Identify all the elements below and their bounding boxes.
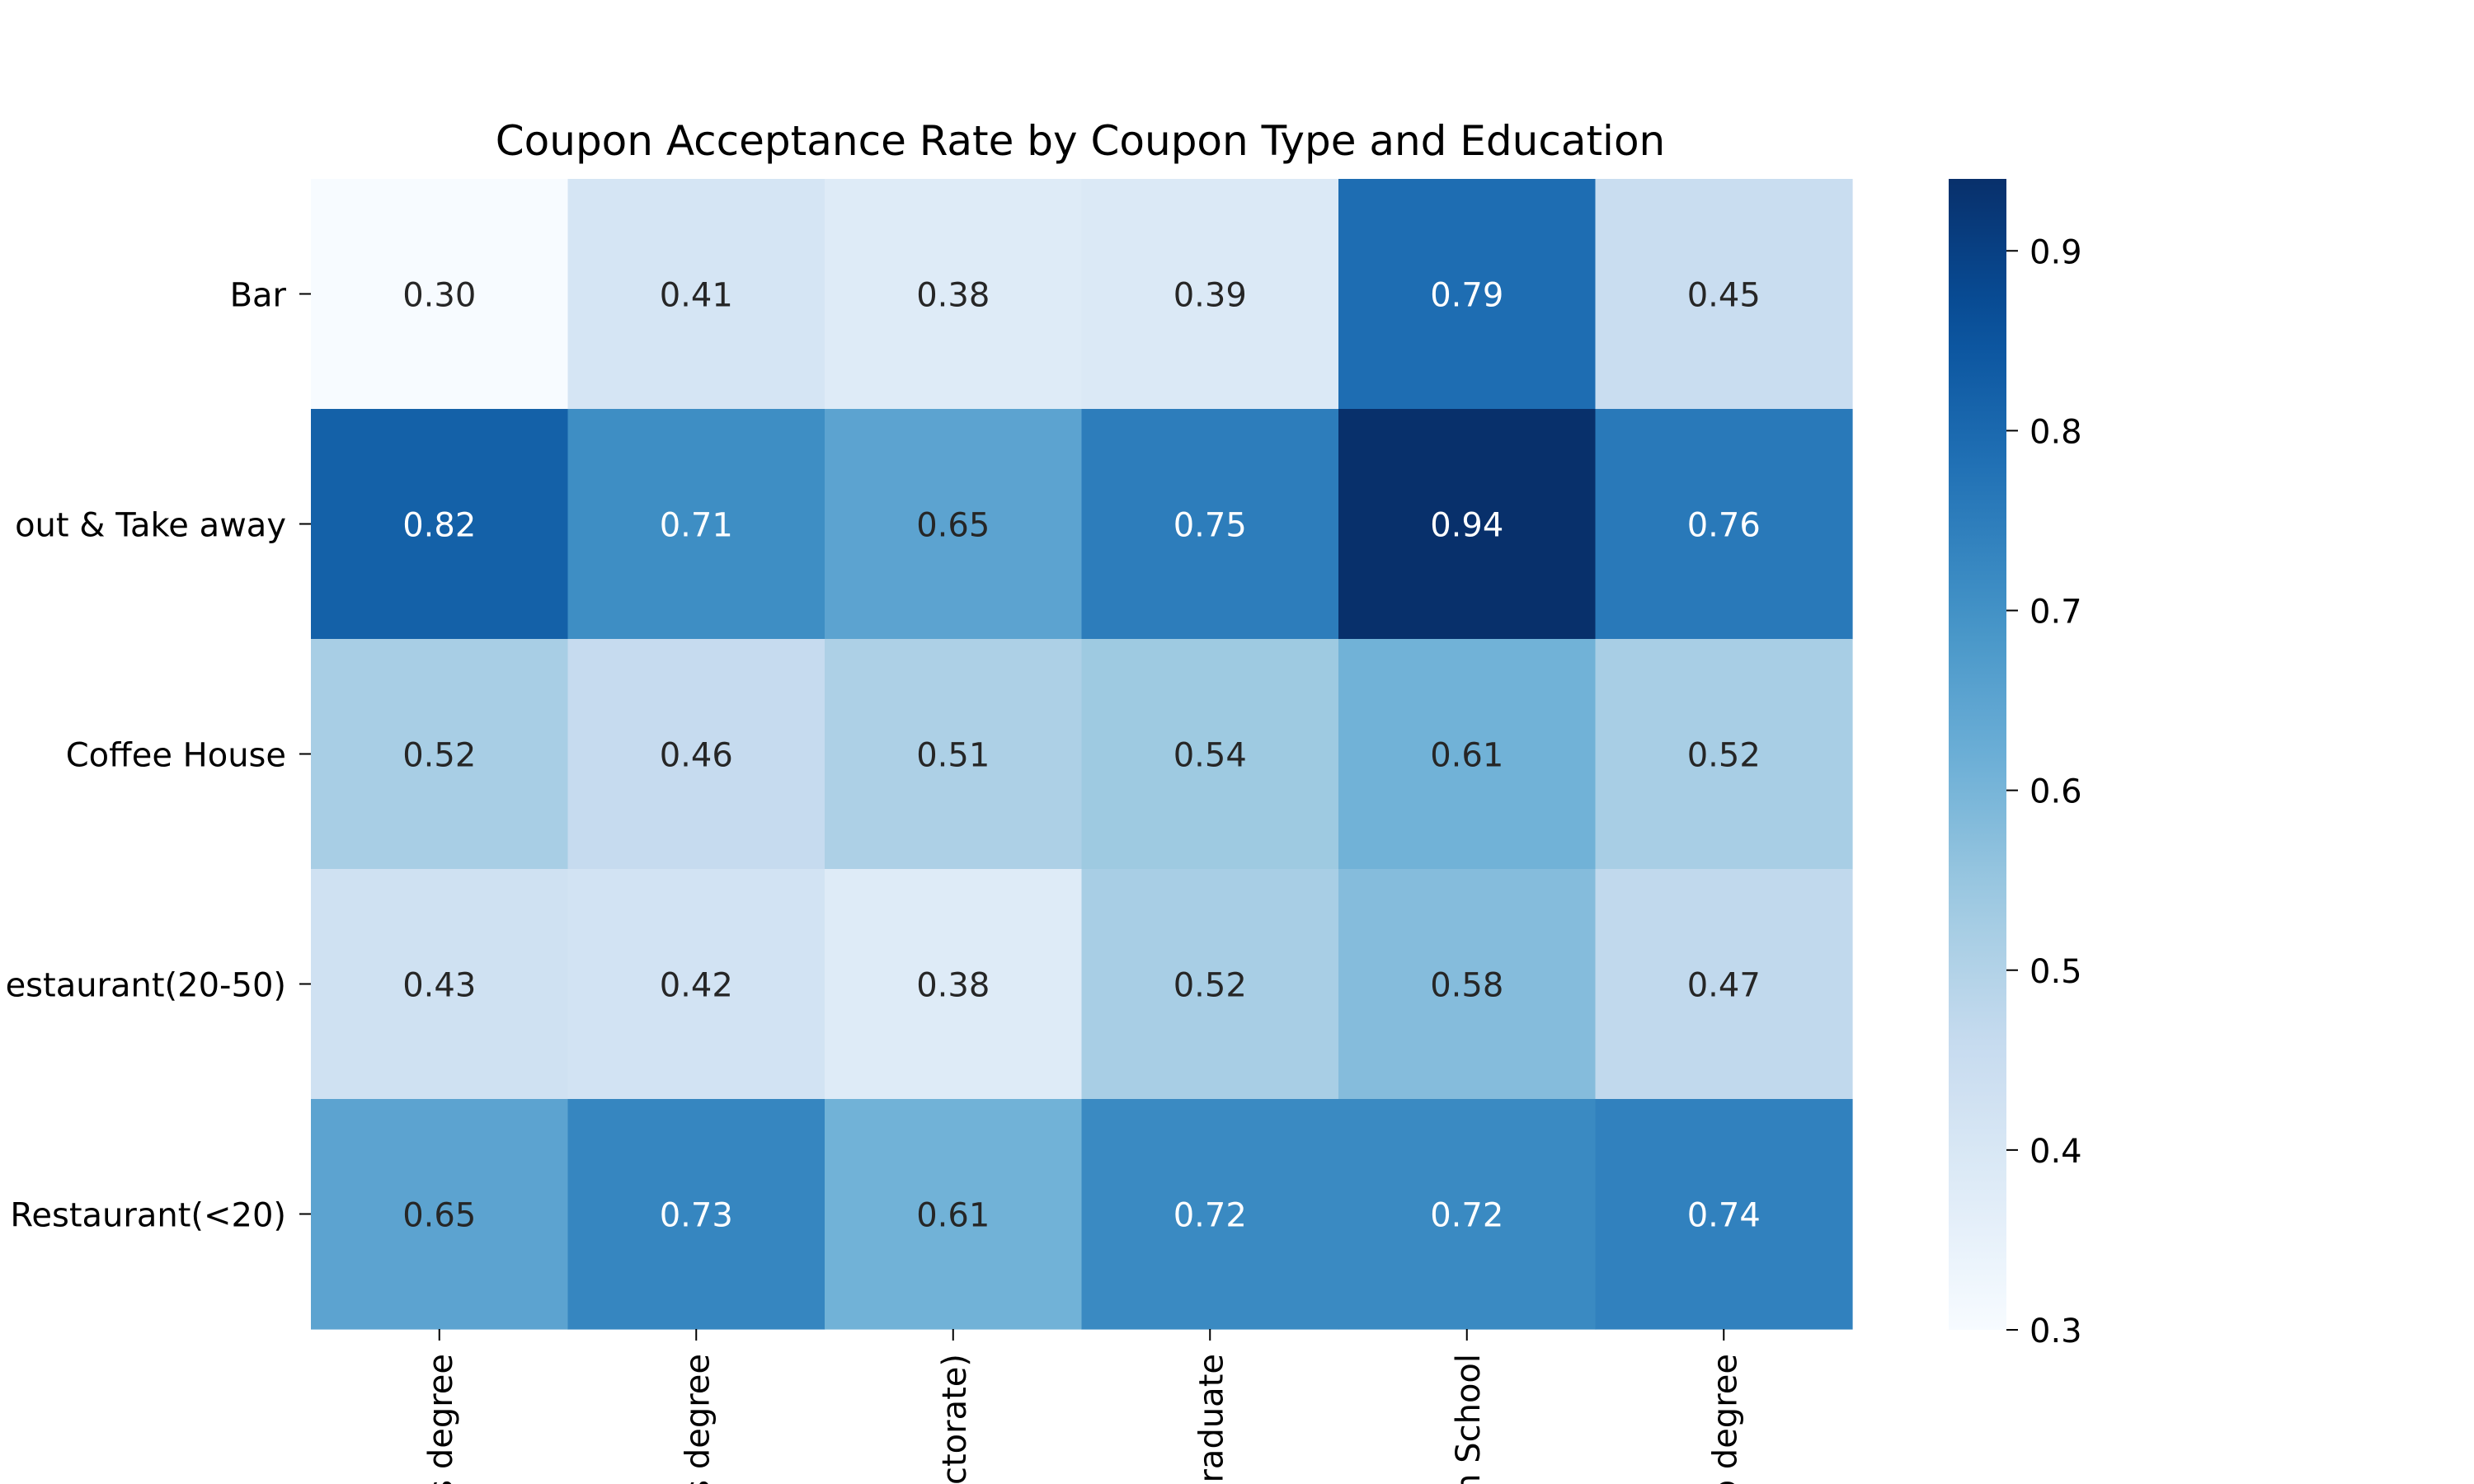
cell-value-label: 0.74 bbox=[1687, 1197, 1761, 1235]
heatmap-cell bbox=[1081, 1099, 1339, 1330]
heatmap-cell bbox=[311, 1099, 569, 1330]
cell-value-label: 0.30 bbox=[402, 277, 476, 315]
heatmap-cell bbox=[1595, 409, 1853, 640]
cell-value-label: 0.72 bbox=[1430, 1197, 1503, 1235]
cell-value-label: 0.52 bbox=[1687, 737, 1761, 775]
cell-value-label: 0.94 bbox=[1430, 507, 1503, 545]
cell-value-label: 0.38 bbox=[916, 277, 990, 315]
chart-title: Coupon Acceptance Rate by Coupon Type an… bbox=[496, 117, 1665, 165]
heatmap-cell bbox=[311, 409, 569, 640]
heatmap-cell bbox=[1595, 179, 1853, 410]
cell-value-label: 0.52 bbox=[402, 737, 476, 775]
heatmap-cell bbox=[567, 1099, 825, 1330]
heatmap-cell bbox=[1595, 639, 1853, 870]
y-tick-label: Restaurant(<20) bbox=[10, 1197, 286, 1235]
heatmap-cell bbox=[1595, 1099, 1853, 1330]
cell-value-label: 0.61 bbox=[916, 1197, 990, 1235]
y-tick-label: Coffee House bbox=[66, 737, 286, 775]
cell-value-label: 0.45 bbox=[1687, 277, 1761, 315]
heatmap-cell bbox=[1595, 869, 1853, 1100]
x-tick-label: s degree bbox=[422, 1354, 460, 1484]
cell-value-label: 0.61 bbox=[1430, 737, 1503, 775]
heatmap-cell bbox=[1081, 639, 1339, 870]
x-tick-label: raduate bbox=[1192, 1354, 1230, 1483]
cell-value-label: 0.65 bbox=[402, 1197, 476, 1235]
cell-value-label: 0.46 bbox=[660, 737, 733, 775]
cell-value-label: 0.51 bbox=[916, 737, 990, 775]
x-tick-label: s degree bbox=[679, 1354, 717, 1484]
colorbar-tick-label: 0.7 bbox=[2030, 594, 2082, 632]
x-tick-label: n School bbox=[1450, 1354, 1488, 1484]
row-labels: Bar out & Take away Coffee House estaurant(… bbox=[6, 277, 311, 1235]
colorbar-tick-label: 0.6 bbox=[2030, 773, 2082, 811]
heatmap-cell bbox=[567, 639, 825, 870]
cell-value-label: 0.38 bbox=[916, 967, 990, 1005]
colorbar-tick-label: 0.4 bbox=[2030, 1133, 2082, 1171]
cell-value-label: 0.76 bbox=[1687, 507, 1761, 545]
heatmap-cell bbox=[825, 1099, 1083, 1330]
cell-value-label: 0.58 bbox=[1430, 967, 1503, 1005]
cell-value-label: 0.73 bbox=[660, 1197, 733, 1235]
cell-value-label: 0.79 bbox=[1430, 277, 1503, 315]
cell-value-label: 0.52 bbox=[1174, 967, 1247, 1005]
heatmap-cell bbox=[567, 869, 825, 1100]
cell-value-label: 0.72 bbox=[1174, 1197, 1247, 1235]
y-tick-label: out & Take away bbox=[15, 507, 286, 545]
cell-value-label: 0.47 bbox=[1687, 967, 1761, 1005]
heatmap-cell bbox=[825, 869, 1083, 1100]
y-tick-label: estaurant(20-50) bbox=[6, 967, 286, 1005]
cell-value-label: 0.65 bbox=[916, 507, 990, 545]
heatmap-cell bbox=[1338, 179, 1597, 410]
cell-value-label: 0.54 bbox=[1174, 737, 1247, 775]
colorbar-tick-label: 0.3 bbox=[2030, 1313, 2082, 1350]
heatmap-cell bbox=[825, 639, 1083, 870]
heatmap-cell bbox=[1338, 1099, 1597, 1330]
heatmap-cell bbox=[1338, 409, 1597, 640]
heatmap-cell bbox=[311, 639, 569, 870]
colorbar: 0.3 0.4 0.5 0.6 0.7 0.8 0.9 bbox=[1949, 179, 2082, 1350]
cell-value-label: 0.82 bbox=[402, 507, 476, 545]
heatmap-cells: 0.30 0.41 0.38 0.39 0.79 0.45 0.82 0.71 0.65 0.75… bbox=[311, 179, 1853, 1330]
colorbar-tick-label: 0.8 bbox=[2030, 413, 2082, 451]
cell-value-label: 0.41 bbox=[660, 277, 733, 315]
heatmap-cell bbox=[311, 869, 569, 1100]
heatmap-cell bbox=[311, 179, 569, 410]
heatmap-cell bbox=[1081, 409, 1339, 640]
y-tick-label: Bar bbox=[230, 277, 287, 315]
colorbar-tick-label: 0.9 bbox=[2030, 233, 2082, 271]
heatmap-cell bbox=[1338, 639, 1597, 870]
heatmap-cell bbox=[1081, 869, 1339, 1100]
heatmap-cell bbox=[567, 409, 825, 640]
colorbar-scale bbox=[1949, 179, 2006, 1330]
x-tick-label: o degree bbox=[1706, 1354, 1744, 1484]
cell-value-label: 0.71 bbox=[660, 507, 733, 545]
cell-value-label: 0.42 bbox=[660, 967, 733, 1005]
heatmap-cell bbox=[1081, 179, 1339, 410]
cell-value-label: 0.75 bbox=[1174, 507, 1247, 545]
colorbar-tick-label: 0.5 bbox=[2030, 953, 2082, 991]
x-tick-label: ctorate) bbox=[936, 1354, 974, 1484]
heatmap-cell bbox=[825, 179, 1083, 410]
heatmap-cell bbox=[1338, 869, 1597, 1100]
cell-value-label: 0.39 bbox=[1174, 277, 1247, 315]
heatmap-cell bbox=[825, 409, 1083, 640]
heatmap-cell bbox=[567, 179, 825, 410]
column-labels: s degree s degree ctorate) raduate n School o… bbox=[422, 1329, 1744, 1484]
cell-value-label: 0.43 bbox=[402, 967, 476, 1005]
